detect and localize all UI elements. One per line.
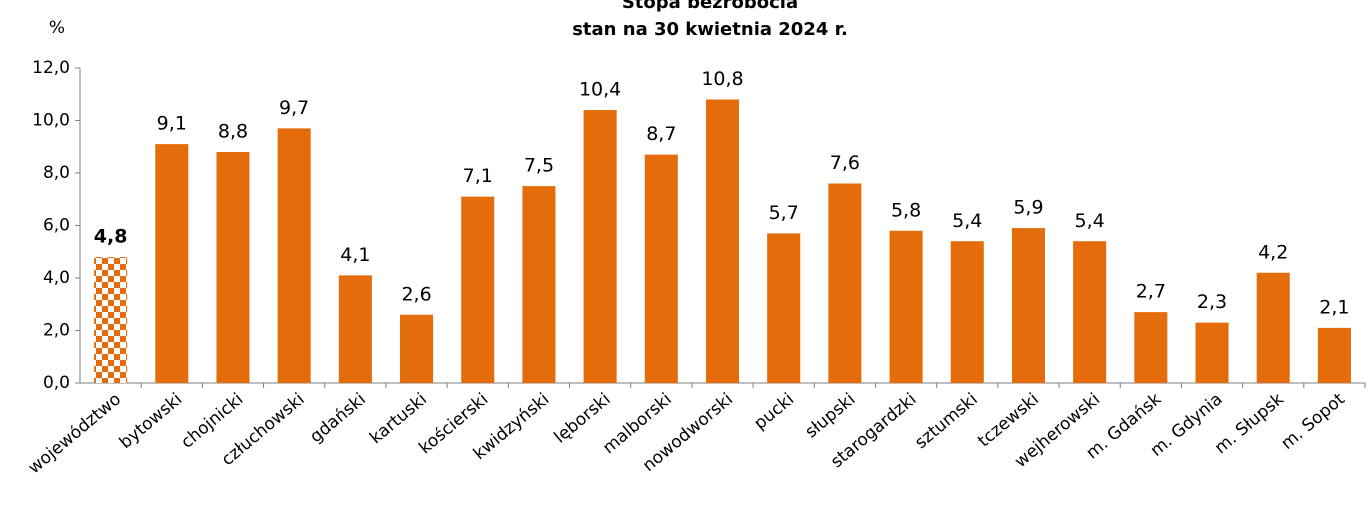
x-tick-label: pucki bbox=[750, 389, 798, 434]
y-tick-label: 4,0 bbox=[43, 268, 70, 288]
bar bbox=[1256, 272, 1290, 383]
x-tick-label: województwo bbox=[24, 389, 125, 478]
data-label: 4,8 bbox=[94, 226, 128, 248]
data-label: 2,3 bbox=[1197, 291, 1227, 313]
data-label: 10,8 bbox=[701, 68, 743, 90]
data-label: 8,7 bbox=[646, 123, 676, 145]
y-tick-label: 6,0 bbox=[43, 216, 70, 236]
bar bbox=[338, 275, 372, 383]
bar bbox=[828, 183, 862, 383]
data-label: 5,4 bbox=[1075, 210, 1105, 232]
data-label: 5,7 bbox=[769, 202, 799, 224]
x-tick-label: słupski bbox=[801, 389, 859, 442]
data-label: 7,1 bbox=[463, 165, 493, 187]
y-axis-label: % bbox=[49, 18, 65, 38]
x-tick-label: bytowski bbox=[116, 389, 187, 453]
bar bbox=[950, 241, 984, 383]
bar bbox=[94, 257, 128, 383]
data-label: 8,8 bbox=[218, 121, 248, 143]
data-label: 5,4 bbox=[952, 210, 982, 232]
x-tick-label: m. Słupsk bbox=[1211, 389, 1288, 458]
data-label: 2,6 bbox=[401, 283, 431, 305]
data-label: 2,1 bbox=[1319, 296, 1349, 318]
bar bbox=[400, 314, 434, 383]
bar bbox=[767, 233, 801, 383]
chart-title: Stopa bezrobocia bbox=[622, 0, 798, 13]
data-label: 4,1 bbox=[340, 244, 370, 266]
x-tick-label: gdański bbox=[306, 389, 370, 447]
bar bbox=[216, 152, 250, 383]
bar bbox=[583, 110, 617, 383]
bar bbox=[522, 186, 556, 383]
x-tick-label: m. Sopot bbox=[1277, 389, 1349, 454]
y-tick-label: 10,0 bbox=[32, 111, 70, 131]
y-tick-label: 12,0 bbox=[32, 58, 70, 78]
bar bbox=[889, 230, 923, 383]
y-tick-label: 2,0 bbox=[43, 321, 70, 341]
data-label: 4,2 bbox=[1258, 241, 1288, 263]
bar bbox=[1011, 228, 1045, 383]
data-label: 9,7 bbox=[279, 97, 309, 119]
bar bbox=[644, 154, 678, 383]
data-label: 10,4 bbox=[579, 79, 621, 101]
data-label: 2,7 bbox=[1136, 281, 1166, 303]
bar bbox=[1073, 241, 1107, 383]
bar bbox=[1195, 322, 1229, 383]
y-tick-label: 8,0 bbox=[43, 163, 70, 183]
data-label: 5,8 bbox=[891, 199, 921, 221]
data-label: 7,6 bbox=[830, 152, 860, 174]
bar bbox=[461, 196, 495, 383]
x-tick-label: sztumski bbox=[911, 389, 981, 453]
chart-subtitle: stan na 30 kwietnia 2024 r. bbox=[572, 19, 848, 40]
y-tick-label: 0,0 bbox=[43, 373, 70, 393]
bar bbox=[1317, 327, 1351, 383]
bar bbox=[1134, 312, 1168, 383]
data-label: 9,1 bbox=[157, 113, 187, 135]
bar bbox=[705, 99, 740, 383]
bar bbox=[277, 128, 311, 383]
bar bbox=[155, 144, 189, 383]
data-label: 5,9 bbox=[1013, 197, 1043, 219]
data-label: 7,5 bbox=[524, 155, 554, 177]
